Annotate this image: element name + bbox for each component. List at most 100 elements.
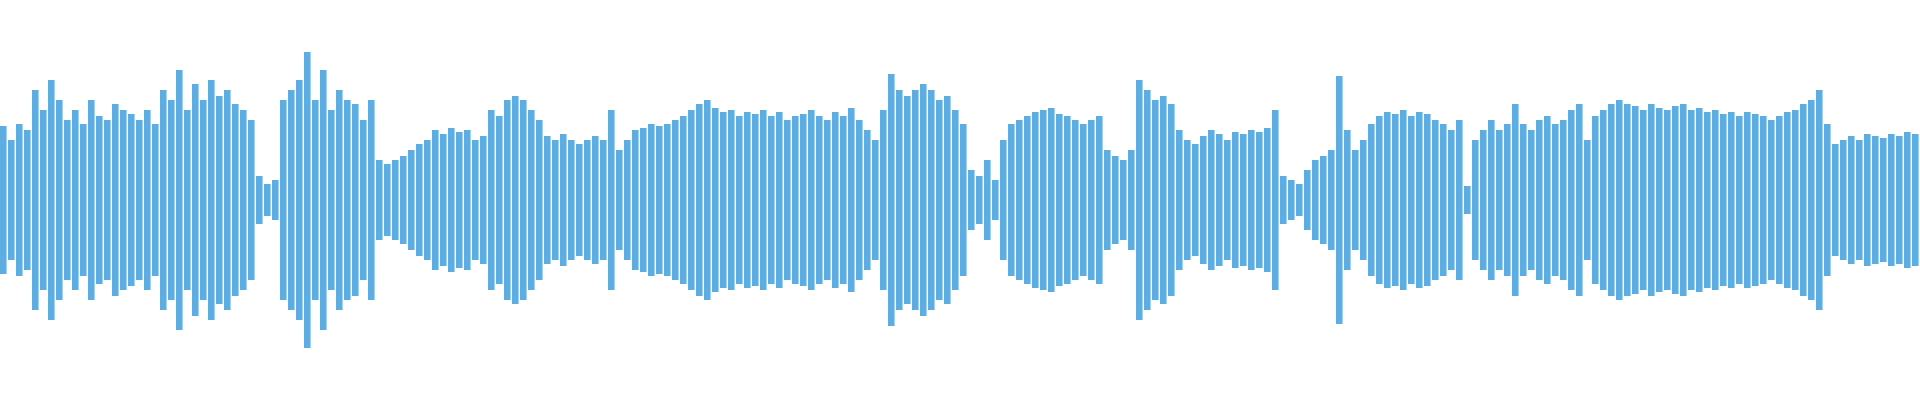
wave-column	[576, 144, 583, 256]
wave-column	[128, 114, 135, 286]
wave-column	[280, 100, 287, 300]
wave-column	[80, 124, 87, 276]
wave-column	[448, 128, 455, 272]
wave-column	[1192, 144, 1199, 256]
wave-column	[656, 126, 663, 274]
wave-column	[16, 124, 23, 276]
wave-column	[928, 90, 935, 310]
wave-column	[488, 110, 495, 290]
wave-column	[248, 120, 255, 280]
wave-column	[240, 110, 247, 290]
wave-column	[1616, 100, 1623, 300]
wave-column	[256, 176, 263, 224]
wave-column	[168, 100, 175, 300]
wave-column	[920, 84, 927, 316]
wave-column	[992, 180, 999, 220]
wave-column	[1112, 156, 1119, 244]
wave-column	[1376, 116, 1383, 284]
wave-column	[496, 116, 503, 284]
wave-column	[1280, 176, 1287, 224]
wave-column	[1808, 100, 1815, 300]
wave-column	[784, 120, 791, 280]
wave-column	[360, 120, 367, 280]
wave-column	[1048, 108, 1055, 292]
wave-column	[1168, 104, 1175, 296]
wave-column	[1672, 106, 1679, 294]
wave-column	[624, 140, 631, 260]
wave-column	[800, 114, 807, 286]
wave-column	[1704, 112, 1711, 288]
wave-column	[1272, 110, 1279, 290]
wave-column	[184, 110, 191, 290]
wave-column	[48, 80, 55, 320]
wave-column	[112, 104, 119, 296]
wave-column	[568, 140, 575, 260]
wave-column	[1144, 90, 1151, 310]
wave-column	[1680, 104, 1687, 296]
wave-column	[1232, 132, 1239, 268]
wave-column	[584, 140, 591, 260]
wave-column	[224, 90, 231, 310]
wave-column	[1656, 108, 1663, 292]
wave-column	[1104, 150, 1111, 250]
wave-column	[1000, 140, 1007, 260]
wave-column	[600, 140, 607, 260]
wave-column	[0, 126, 7, 274]
wave-column	[1080, 124, 1087, 276]
wave-column	[120, 110, 127, 290]
wave-column	[136, 120, 143, 280]
wave-column	[1512, 104, 1519, 296]
wave-column	[1064, 116, 1071, 284]
wave-column	[1544, 116, 1551, 284]
wave-column	[1872, 136, 1879, 264]
wave-column	[200, 100, 207, 300]
wave-column	[296, 80, 303, 320]
wave-column	[1408, 116, 1415, 284]
wave-column	[1840, 140, 1847, 260]
wave-column	[424, 140, 431, 260]
wave-column	[352, 104, 359, 296]
wave-column	[1248, 130, 1255, 270]
wave-column	[96, 116, 103, 284]
wave-column	[328, 110, 335, 290]
wave-column	[232, 104, 239, 296]
wave-column	[1296, 184, 1303, 216]
wave-column	[1120, 160, 1127, 240]
wave-column	[1736, 116, 1743, 284]
wave-column	[1456, 120, 1463, 280]
wave-column	[896, 90, 903, 310]
wave-column	[912, 90, 919, 310]
wave-column	[1160, 96, 1167, 304]
wave-column	[792, 116, 799, 284]
wave-column	[632, 130, 639, 270]
wave-column	[1240, 134, 1247, 266]
wave-column	[368, 100, 375, 300]
wave-column	[976, 176, 983, 224]
wave-column	[936, 100, 943, 300]
wave-column	[648, 124, 655, 276]
wave-column	[1568, 110, 1575, 290]
wave-column	[1256, 132, 1263, 268]
wave-column	[736, 116, 743, 284]
wave-column	[1400, 110, 1407, 290]
wave-column	[640, 128, 647, 272]
wave-column	[320, 70, 327, 330]
wave-column	[1032, 112, 1039, 288]
wave-column	[1576, 104, 1583, 296]
wave-column	[88, 100, 95, 300]
wave-column	[1216, 134, 1223, 266]
wave-column	[1200, 136, 1207, 264]
wave-column	[712, 108, 719, 292]
wave-column	[952, 110, 959, 290]
wave-column	[608, 110, 615, 290]
wave-column	[1224, 140, 1231, 260]
wave-column	[1752, 114, 1759, 286]
wave-column	[1528, 130, 1535, 270]
wave-column	[1488, 120, 1495, 280]
wave-column	[536, 120, 543, 280]
wave-column	[824, 120, 831, 280]
wave-column	[64, 120, 71, 280]
wave-column	[984, 160, 991, 240]
wave-column	[728, 110, 735, 290]
wave-column	[1640, 110, 1647, 290]
